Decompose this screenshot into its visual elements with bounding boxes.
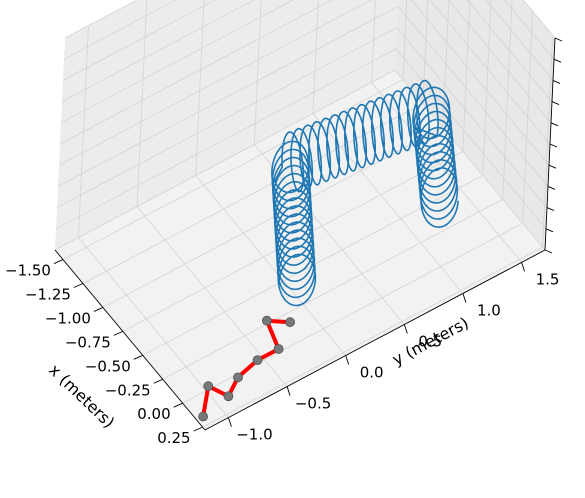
x-tick — [193, 426, 203, 432]
y-tick — [345, 355, 350, 365]
x-tick-label: −1.00 — [45, 309, 91, 327]
series-helix — [271, 79, 459, 307]
z-tick — [546, 207, 555, 212]
y-tick — [286, 386, 291, 396]
grid-line-x — [82, 103, 424, 284]
arm-joint — [223, 391, 234, 402]
grid-line-z — [58, 0, 550, 166]
x-tick — [93, 307, 104, 312]
right-wall-pane — [395, 0, 555, 250]
x-tick — [133, 354, 143, 360]
grid-line-z — [61, 0, 553, 102]
grid-line-z — [56, 27, 548, 208]
arm-joint — [285, 317, 295, 328]
x-tick-label: −1.50 — [5, 262, 51, 280]
x-tick — [153, 378, 163, 384]
x-tick — [73, 283, 84, 288]
grid-line-y-wall — [371, 0, 376, 83]
arm-joint — [233, 372, 243, 383]
axis-panes — [55, 0, 555, 430]
helix-line — [271, 79, 459, 307]
x-tick — [113, 330, 124, 336]
x-tick-label: −0.25 — [105, 381, 151, 399]
z-tick — [545, 228, 554, 233]
z-tick — [552, 79, 561, 84]
y-tick-label: 0.0 — [360, 364, 384, 382]
grid-line-z — [60, 0, 552, 124]
x-tick-label: 0.25 — [157, 429, 190, 447]
y-tick-label: 0.5 — [418, 332, 442, 350]
grid-line-y — [78, 237, 229, 418]
arm-joint — [252, 355, 263, 366]
z-tick — [547, 185, 556, 190]
arm-joint — [273, 344, 284, 354]
grid-line-x — [102, 127, 444, 308]
z-tick — [549, 143, 558, 148]
grid-line-z — [59, 0, 551, 145]
grid-line-x — [202, 246, 543, 428]
back-wall-pane — [55, 0, 399, 250]
x-tick — [53, 259, 64, 264]
y-tick — [462, 293, 467, 303]
x-tick — [173, 402, 183, 408]
x-tick-label: −1.25 — [25, 286, 71, 304]
tick-labels: −1.50 −1.25 −1.00 −0.75 −0.50 −0.25 0.00 0.25 −1… — [5, 262, 559, 448]
z-tick — [550, 122, 559, 127]
grid-line-x-wall — [422, 0, 429, 104]
arm-joint — [261, 315, 272, 326]
z-tick — [544, 249, 553, 254]
y-axis-line — [204, 249, 546, 431]
y-tick — [403, 324, 408, 334]
grid-line-y — [195, 175, 346, 356]
y-tick-label: −1.0 — [236, 426, 272, 444]
floor-pane — [55, 70, 545, 430]
grid-line-z — [55, 48, 547, 230]
tick-marks — [53, 37, 563, 432]
grid-line-x — [62, 79, 404, 260]
y-tick-label: 1.0 — [477, 301, 501, 319]
y-tick-label: −0.5 — [295, 395, 331, 413]
grid-line-z — [62, 0, 554, 81]
grid-line-x-wall — [402, 0, 408, 80]
series-arm — [198, 315, 295, 422]
z-tick — [551, 101, 560, 106]
grid-line-x — [162, 198, 503, 380]
y-tick — [521, 262, 525, 272]
grid-line-z — [54, 69, 546, 251]
x-tick-label: 0.00 — [137, 405, 170, 423]
arm-joint — [198, 411, 209, 422]
x-axis-line — [54, 249, 206, 431]
x-tick-label: −0.75 — [65, 333, 111, 351]
z-tick — [554, 37, 563, 42]
x-tick-label: −0.50 — [85, 357, 131, 375]
y-tick — [228, 417, 232, 427]
grid-line-z — [57, 5, 549, 187]
z-tick — [548, 164, 557, 169]
arm-joint — [203, 381, 214, 392]
y-tick-label: 1.5 — [536, 270, 560, 288]
z-tick — [553, 58, 562, 63]
